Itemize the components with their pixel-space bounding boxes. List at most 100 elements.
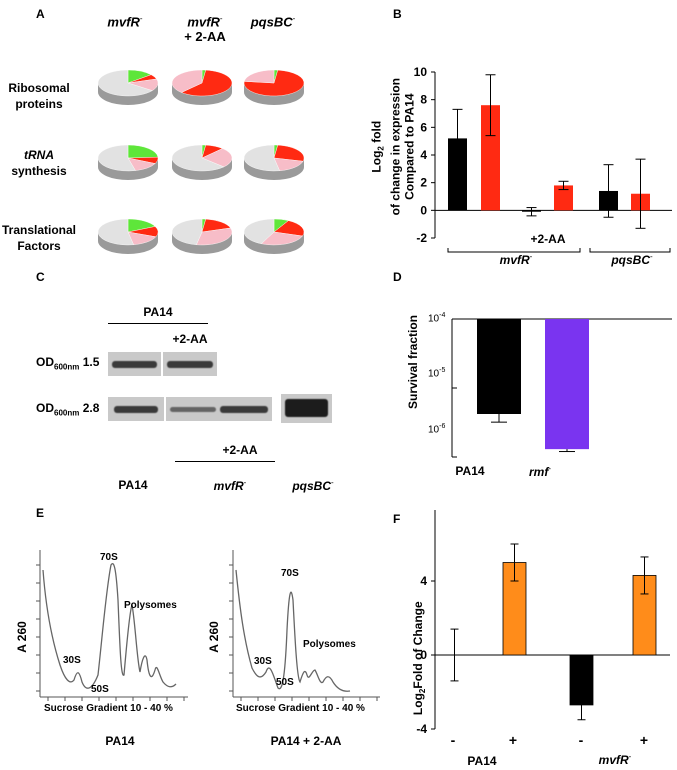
pie-slice-r2c2-2 bbox=[260, 231, 303, 246]
fold-change-y-tick-label: 4 bbox=[420, 574, 427, 588]
pie-slice-r0c1-2 bbox=[171, 69, 203, 93]
expression-y-tick-label: 2 bbox=[420, 176, 427, 190]
pie-slice-r2c2-3 bbox=[243, 218, 275, 244]
pie-slice-r2c0-3 bbox=[97, 218, 134, 246]
blot-top-label-2aa: +2-AA bbox=[172, 332, 208, 346]
pie-slice-r1c2-3 bbox=[243, 144, 280, 172]
expression-group-bracket-pqsbc bbox=[589, 248, 671, 253]
panel-f: Log2Fold of Change -4 0 4 - + - + PA14 mvf… bbox=[390, 510, 677, 770]
sucrose-gradient-profiles bbox=[36, 550, 380, 701]
expression-group-bracket-mvfr bbox=[447, 248, 581, 253]
expression-y-tick-label: 8 bbox=[420, 93, 427, 107]
panel-c: PA14 +2-AA OD600nm 1.5 OD600nm 2.8 +2-AA… bbox=[0, 290, 380, 505]
blot-lane-pqsbc-od28 bbox=[281, 394, 332, 423]
profile-left-x-label: Sucrose Gradient 10 - 40 % bbox=[44, 703, 173, 714]
profile-right-caption: PA14 + 2-AA bbox=[270, 734, 342, 748]
survival-tick-e4: 10-4 bbox=[428, 312, 446, 325]
expression-group-label-mvfr: mvfR- bbox=[499, 252, 533, 267]
panel-letter-c: C bbox=[36, 270, 45, 284]
expression-bar bbox=[554, 185, 573, 211]
pie-slice-r1c2-1 bbox=[273, 144, 305, 162]
profile-right-peak-30s: 30S bbox=[254, 656, 272, 667]
pie-grid bbox=[97, 69, 305, 254]
panel-letter-d: D bbox=[393, 270, 402, 284]
survival-x-label-pa14: PA14 bbox=[455, 464, 485, 478]
profile-right-trace bbox=[235, 569, 351, 692]
panel-letter-f: F bbox=[393, 512, 401, 526]
profile-right-peak-50s: 50S bbox=[276, 677, 294, 688]
expression-y-tick-label: 0 bbox=[420, 203, 427, 217]
fold-change-y-tick-label: -4 bbox=[416, 722, 427, 736]
blot-bottom-label-mvfr: mvfR- bbox=[213, 478, 247, 493]
pie-slice-r1c1-2 bbox=[201, 148, 233, 168]
panel-a: mvfR- mvfR- + 2-AA pqsBC- Ribosomal prote… bbox=[0, 0, 340, 260]
panel-letter-a: A bbox=[36, 7, 45, 21]
pie-slice-r2c1-3 bbox=[171, 218, 203, 245]
blot-bottom-label-pa14: PA14 bbox=[118, 478, 148, 492]
expression-bar bbox=[448, 138, 467, 211]
fold-change-sign-1: - bbox=[450, 732, 456, 748]
fold-change-y-tick-label: 0 bbox=[420, 648, 427, 662]
panel-e: A 260 A 260 Sucrose Gradient 10 - 40 % S… bbox=[0, 510, 380, 770]
survival-x-label-rmf: rmf- bbox=[528, 464, 551, 479]
fold-change-group-mvfr: mvfR- bbox=[598, 752, 632, 767]
expression-y-tick-label: 4 bbox=[420, 148, 427, 162]
fold-change-sign-3: - bbox=[578, 732, 584, 748]
panel-letter-e: E bbox=[36, 506, 45, 520]
pie-slice-r1c0-3 bbox=[97, 144, 136, 172]
profile-right-y-label: A 260 bbox=[206, 621, 221, 653]
pie-slice-r0c2-2 bbox=[243, 69, 275, 84]
survival-bar bbox=[477, 319, 521, 414]
panel-d: Survival fraction 10-4 10-5 10-6 PA14 rm… bbox=[390, 290, 677, 500]
profile-right-x-label: Sucrose Gradient 10 - 40 % bbox=[236, 703, 365, 714]
blot-row1-label: OD600nm 1.5 bbox=[36, 355, 100, 372]
pie-slice-r1c1-3 bbox=[171, 144, 225, 172]
blot-top-label-pa14: PA14 bbox=[143, 305, 173, 319]
pie-col-header-mvfr: mvfR- bbox=[107, 14, 143, 30]
blot-bottom-divider bbox=[175, 461, 275, 462]
pie-row-label-trna: tRNA synthesis bbox=[11, 148, 67, 178]
profile-left-peak-polysomes: Polysomes bbox=[124, 600, 177, 611]
profile-left-peak-70s: 70S bbox=[100, 552, 118, 563]
panel-letter-b: B bbox=[393, 7, 402, 21]
survival-bar bbox=[545, 319, 589, 450]
blot-lane-mvfr-od28 bbox=[166, 397, 272, 421]
expression-y-tick-label: 6 bbox=[420, 120, 427, 134]
expression-bar-chart: -2 0 2 4 6 8 10 bbox=[414, 65, 672, 253]
expression-y-tick-label: -2 bbox=[416, 231, 427, 245]
pie-slice-r1c0-0 bbox=[127, 144, 159, 159]
fold-change-group-pa14: PA14 bbox=[467, 754, 497, 768]
pie-row-label-translational: Translational Factors bbox=[1, 223, 77, 253]
survival-bar-chart bbox=[451, 318, 672, 458]
pie-slice-r0c0-3 bbox=[97, 69, 153, 97]
blot-lane-pa14-od15 bbox=[108, 352, 161, 376]
blot-lane-pa14-od28 bbox=[108, 397, 164, 421]
fold-change-sign-4: + bbox=[639, 732, 649, 748]
pie-row-label-ribosomal: Ribosomal proteins bbox=[8, 81, 70, 111]
pie-slice-r0c1-1 bbox=[180, 69, 233, 97]
pie-slice-r2c1-2 bbox=[196, 227, 233, 246]
blot-lane-pa14-2aa-od15 bbox=[163, 352, 217, 376]
pie-col-header-mvfr-2aa: mvfR- + 2-AA bbox=[184, 14, 226, 45]
profile-left-trace bbox=[42, 563, 177, 689]
profile-right-peak-70s: 70S bbox=[281, 568, 299, 579]
fold-change-sign-2: + bbox=[508, 732, 518, 748]
profile-left-peak-30s: 30S bbox=[63, 655, 81, 666]
pie-col-header-pqsbc: pqsBC- bbox=[250, 14, 296, 30]
expression-y-tick-label: 10 bbox=[414, 65, 428, 79]
profile-left-y-label: A 260 bbox=[14, 621, 29, 653]
fold-change-bar-chart: -4 0 4 bbox=[416, 510, 670, 736]
blot-bottom-label-2aa: +2-AA bbox=[222, 443, 258, 457]
expression-group-sub-label: +2-AA bbox=[530, 232, 566, 246]
profile-left-peak-50s: 50S bbox=[91, 684, 109, 695]
panel-b: Log2 fold of change in expression Compar… bbox=[369, 0, 677, 300]
pie-slice-r2c2-1 bbox=[273, 220, 305, 237]
blot-row2-label: OD600nm 2.8 bbox=[36, 401, 100, 418]
expression-group-label-pqsbc: pqsBC- bbox=[611, 252, 653, 267]
survival-tick-e6: 10-6 bbox=[428, 423, 446, 436]
survival-tick-e5: 10-5 bbox=[428, 367, 446, 380]
blot-bottom-label-pqsbc: pqsBC- bbox=[292, 478, 334, 493]
profile-left-caption: PA14 bbox=[105, 734, 135, 748]
expression-bar bbox=[481, 105, 500, 211]
profile-right-peak-polysomes: Polysomes bbox=[303, 639, 356, 650]
